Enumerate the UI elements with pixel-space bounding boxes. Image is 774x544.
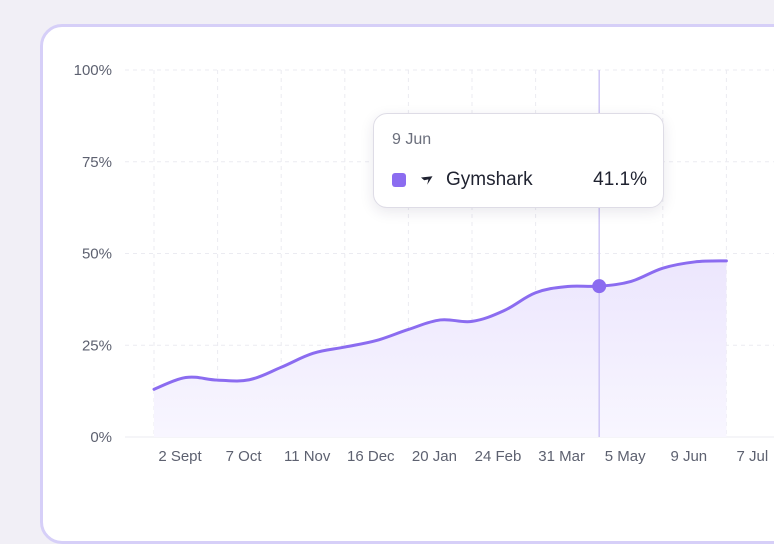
- y-tick-label: 100%: [74, 62, 112, 79]
- y-tick-label: 75%: [82, 154, 112, 171]
- y-tick-label: 50%: [82, 246, 112, 263]
- y-axis: 0% 25% 50% 75% 100%: [74, 62, 112, 446]
- gymshark-logo-icon: [421, 176, 433, 185]
- y-tick-label: 25%: [82, 337, 112, 354]
- series-area-gymshark: [154, 260, 727, 437]
- x-tick-label: 7 Jul: [737, 448, 769, 465]
- x-tick-label: 20 Jan: [412, 448, 457, 465]
- tooltip-row: Gymshark 41.1%: [392, 168, 647, 192]
- x-axis: 2 Sept 7 Oct 11 Nov 16 Dec 20 Jan 24 Feb 31 Ma…: [158, 448, 769, 465]
- x-tick-label: 9 Jun: [670, 448, 707, 465]
- series-color-swatch: [392, 173, 406, 187]
- x-tick-label: 2 Sept: [158, 448, 202, 465]
- tooltip: 9 Jun Gymshark 41.1%: [373, 113, 664, 208]
- chart-area: 0%25%50%75%100% 2 Sept 7 Oct 11 Nov 16 Dec 2…: [74, 62, 774, 465]
- x-tick-label: 24 Feb: [475, 448, 522, 465]
- tooltip-date: 9 Jun: [392, 131, 432, 148]
- highlight-point[interactable]: [592, 279, 607, 294]
- x-tick-label: 7 Oct: [226, 448, 263, 465]
- x-tick-label: 31 Mar: [538, 448, 585, 465]
- series-line-gymshark[interactable]: [152, 259, 728, 391]
- tooltip-value: 41.1%: [593, 169, 647, 190]
- x-tick-label: 16 Dec: [347, 448, 395, 465]
- x-tick-label: 5 May: [605, 448, 646, 465]
- x-tick-label: 11 Nov: [284, 448, 331, 465]
- y-tick-label: 0%: [90, 429, 112, 446]
- tooltip-series-name: Gymshark: [446, 169, 533, 190]
